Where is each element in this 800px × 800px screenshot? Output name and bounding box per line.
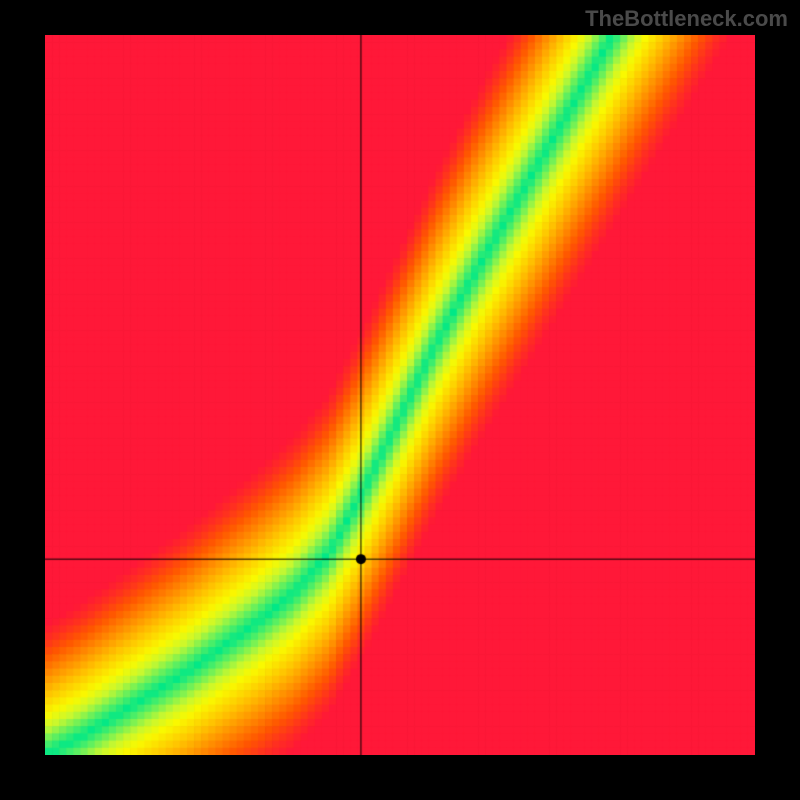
chart-container: TheBottleneck.com [0,0,800,800]
heatmap-plot [45,35,755,755]
heatmap-canvas [45,35,755,755]
watermark-text: TheBottleneck.com [585,6,788,32]
